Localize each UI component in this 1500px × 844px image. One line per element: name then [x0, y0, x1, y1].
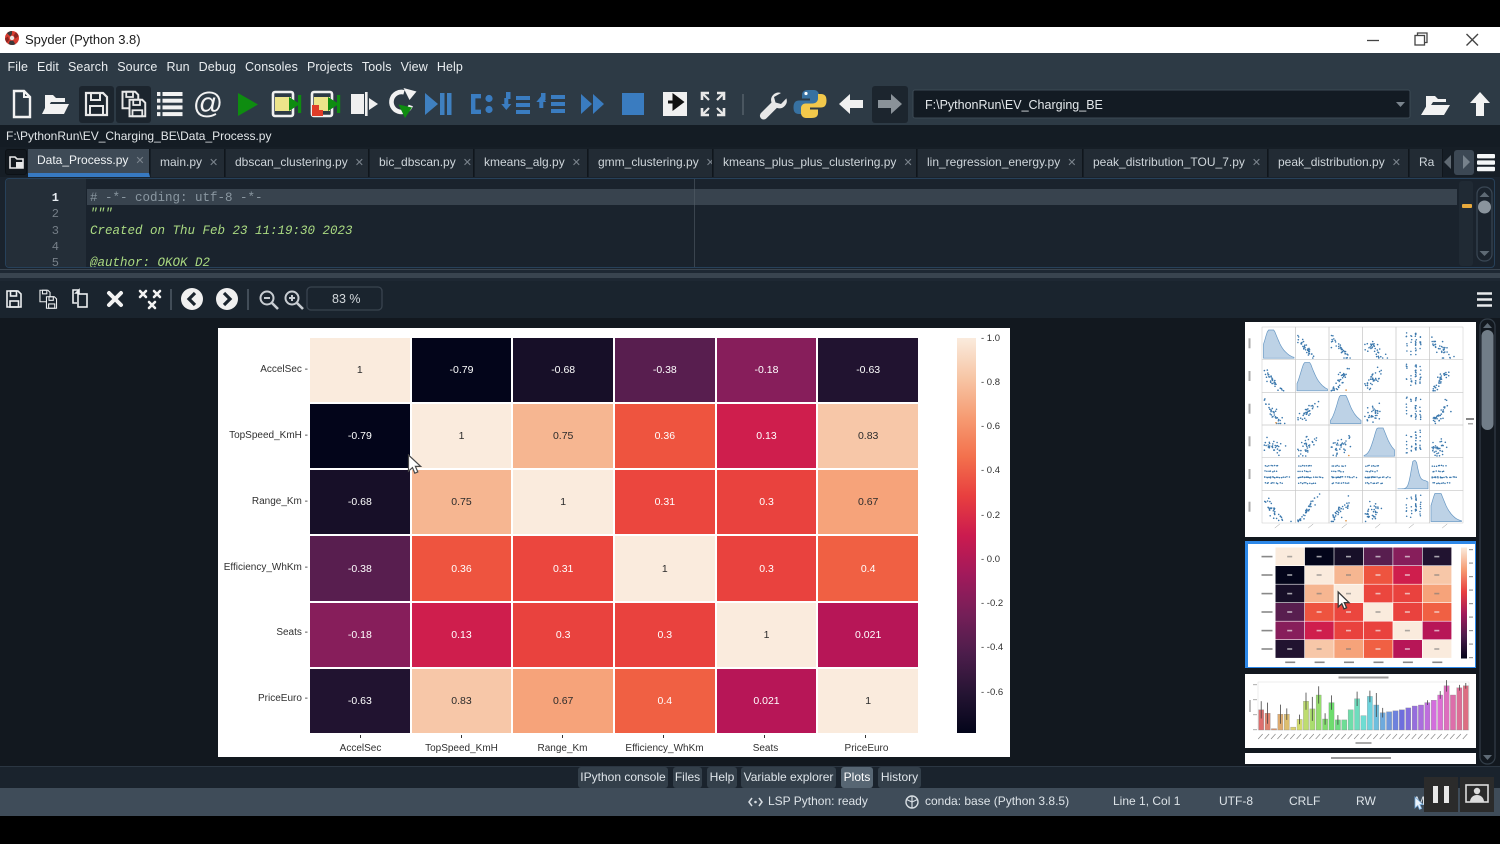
svg-text:F:\PythonRun\EV_Charging_BE: F:\PythonRun\EV_Charging_BE	[925, 98, 1103, 112]
svg-text:83 %: 83 %	[332, 292, 361, 306]
svg-text:@: @	[193, 87, 223, 120]
